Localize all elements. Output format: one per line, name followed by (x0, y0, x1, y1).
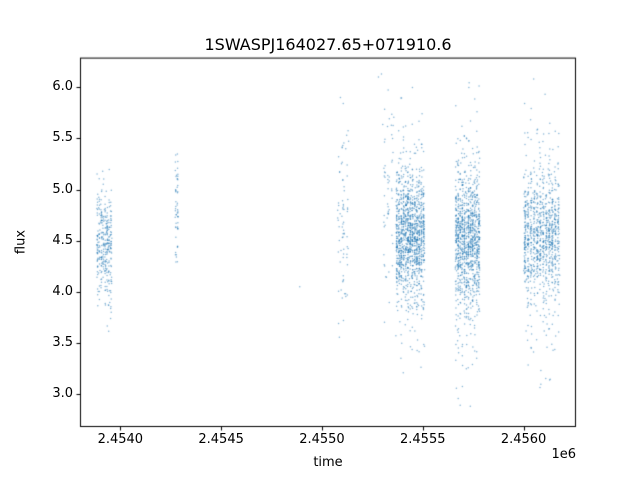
y-tick-label: 3.5 (52, 335, 73, 351)
y-tick-label: 5.0 (52, 181, 73, 197)
y-tick-label: 5.5 (52, 130, 73, 146)
y-tick-label: 4.5 (52, 232, 73, 248)
x-tick-label: 2.4555 (400, 432, 446, 447)
y-tick-label: 4.0 (52, 283, 73, 299)
x-tick-label: 2.4545 (198, 432, 244, 447)
x-axis-label: time (313, 455, 343, 470)
x-tick-label: 2.4540 (97, 432, 144, 447)
chart-title: 1SWASPJ164027.65+071910.6 (204, 35, 452, 54)
y-tick-label: 6.0 (52, 79, 73, 95)
x-axis-offset-label: 1e6 (551, 447, 576, 462)
x-tick-label: 2.4550 (299, 432, 345, 447)
y-tick-label: 3.0 (52, 386, 73, 402)
x-tick-label: 2.4560 (500, 432, 547, 447)
